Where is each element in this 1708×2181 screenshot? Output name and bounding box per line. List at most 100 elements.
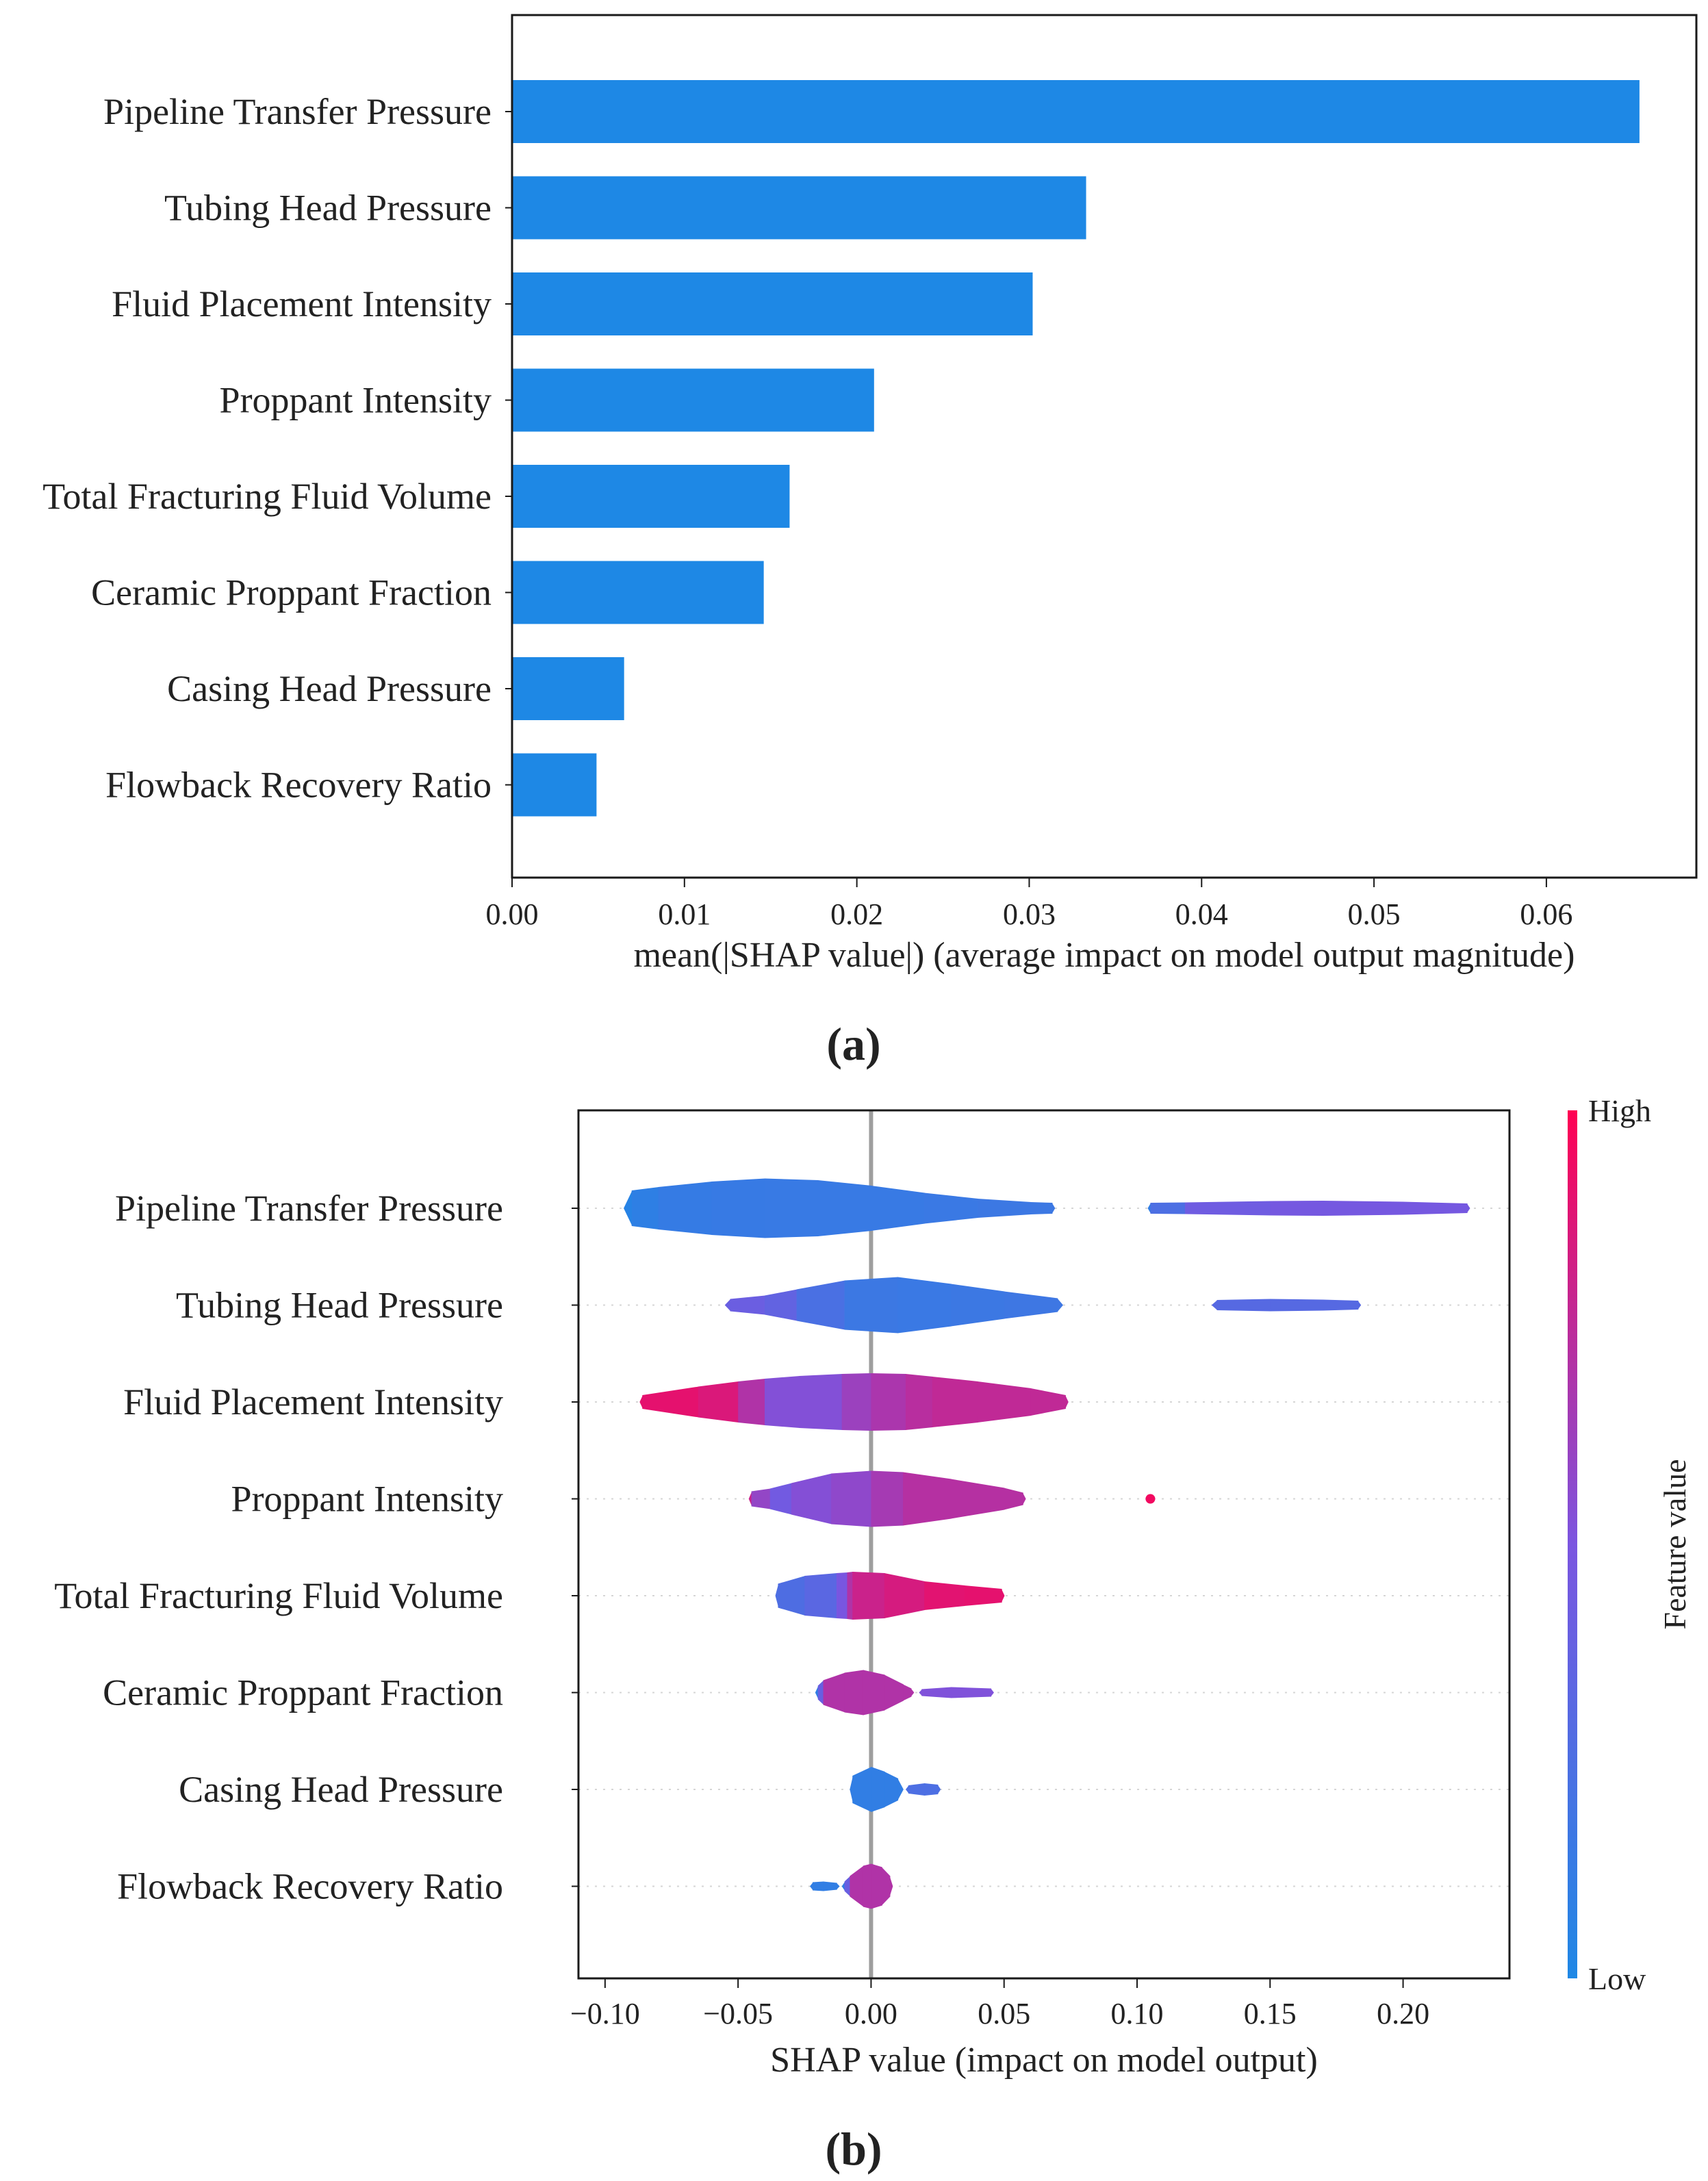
violin-segment (769, 1483, 792, 1515)
shap-point-proppant-intensity (1145, 1494, 1156, 1504)
panel-label-a: (a) (826, 1018, 880, 1070)
y-tick-label-proppant-intensity: Proppant Intensity (231, 1479, 503, 1520)
violin-segment (924, 1581, 965, 1610)
violin-total-fracturing-fluid-volume (775, 1572, 1005, 1620)
y-tick-label-pipeline-transfer-pressure: Pipeline Transfer Pressure (115, 1188, 503, 1229)
violin-segment (871, 1470, 904, 1527)
y-tick-label-flowback-recovery-ratio: Flowback Recovery Ratio (117, 1866, 503, 1907)
violin-segment (951, 1284, 1005, 1327)
violin-segment (924, 1783, 939, 1796)
violin-segment (817, 1680, 824, 1705)
violin-segment (1150, 1202, 1186, 1214)
violin-segment (903, 1684, 912, 1701)
x-tick-label: 0.00 (845, 1997, 897, 2030)
bar-fluid-placement-intensity (512, 272, 1033, 335)
violin-segment (863, 1670, 885, 1716)
violin-segment (921, 1687, 952, 1698)
y-tick-label-flowback-recovery-ratio: Flowback Recovery Ratio (105, 765, 492, 806)
violin-segment (1323, 1201, 1404, 1216)
bar-ceramic-proppant-fraction (512, 561, 764, 624)
violin-segment (1184, 1201, 1271, 1216)
violin-segment (823, 1672, 845, 1713)
y-tick-label-proppant-intensity: Proppant Intensity (220, 380, 492, 421)
violin-segment (1001, 1589, 1005, 1603)
x-tick-label: 0.05 (1348, 897, 1401, 931)
y-tick-label-fluid-placement-intensity: Fluid Placement Intensity (123, 1381, 503, 1423)
colorbar-low-label: Low (1588, 1961, 1646, 1996)
violin-segment (937, 1785, 941, 1794)
bar-chart-x-axis-label: mean(|SHAP value|) (average impact on mo… (634, 936, 1575, 975)
violin-segment (1216, 1299, 1271, 1312)
violin-segment (951, 1687, 992, 1698)
colorbar: High Low Feature value (1568, 1093, 1692, 1996)
bar-chart-panel-a: Pipeline Transfer Pressure Tubing Head Pr… (42, 14, 1698, 1070)
violin-chart-frame (577, 1109, 1511, 1980)
violin-segment (836, 1883, 840, 1890)
bar-chart-x-ticks: 0.00 0.01 0.02 0.03 0.04 0.05 0.06 (486, 878, 1572, 931)
x-tick-label: 0.00 (486, 897, 539, 931)
violin-segment (924, 1192, 978, 1224)
x-tick-label: 0.03 (1003, 897, 1056, 931)
violin-segment (1051, 1203, 1056, 1214)
violin-segment (991, 1688, 994, 1697)
panel-label-b: (b) (825, 2123, 882, 2175)
violin-tubing-head-pressure (724, 1277, 1063, 1334)
violin-segment (624, 1190, 633, 1226)
y-tick-label-ceramic-proppant-fraction: Ceramic Proppant Fraction (91, 572, 492, 613)
violin-segment (977, 1381, 1032, 1423)
violin-segment (847, 1572, 854, 1620)
y-tick-label-total-fracturing-fluid-volume: Total Fracturing Fluid Volume (54, 1575, 503, 1616)
violin-segment (1004, 1488, 1023, 1510)
violin-segment (1004, 1291, 1058, 1319)
violin-segment (884, 1674, 904, 1711)
colorbar-high-label: High (1588, 1093, 1651, 1128)
y-tick-label-tubing-head-pressure: Tubing Head Pressure (176, 1285, 503, 1326)
violin-segment (852, 1767, 872, 1812)
y-tick-label-total-fracturing-fluid-volume: Total Fracturing Fluid Volume (42, 476, 492, 517)
bar-pipeline-transfer-pressure (512, 80, 1640, 143)
violin-segment (910, 1688, 915, 1697)
violin-segment (844, 1277, 899, 1334)
violin-segment (765, 1178, 819, 1238)
y-tick-label-fluid-placement-intensity: Fluid Placement Intensity (112, 283, 492, 324)
violin-segment (765, 1289, 798, 1321)
x-tick-label: 0.06 (1520, 897, 1572, 931)
violin-chart-x-axis-label: SHAP value (impact on model output) (770, 2041, 1318, 2080)
violin-segment (1065, 1395, 1069, 1409)
bar-total-fracturing-fluid-volume (512, 465, 790, 528)
x-tick-label: 0.05 (978, 1997, 1030, 2030)
violin-segment (871, 1863, 882, 1909)
violin-segment (908, 1783, 925, 1796)
violin-segment (724, 1299, 731, 1312)
violin-chart-violins (624, 1178, 1470, 1909)
violin-segment (977, 1199, 1032, 1218)
violin-segment (881, 1867, 891, 1906)
violin-pipeline-transfer-pressure (1147, 1201, 1470, 1216)
violin-segment (1270, 1201, 1324, 1216)
violin-segment (778, 1576, 806, 1616)
y-tick-label-ceramic-proppant-fraction: Ceramic Proppant Fraction (103, 1672, 503, 1713)
violin-segment (1057, 1298, 1063, 1312)
violin-segment (658, 1182, 713, 1235)
violin-segment (852, 1572, 885, 1620)
violin-casing-head-pressure (850, 1767, 904, 1812)
x-tick-label: −0.05 (703, 1997, 773, 2030)
violin-segment (631, 1187, 659, 1229)
x-tick-label: 0.04 (1175, 897, 1228, 931)
violin-flowback-recovery-ratio (841, 1863, 893, 1909)
colorbar-title: Feature value (1657, 1459, 1692, 1629)
violin-segment (863, 1863, 872, 1909)
violin-segment (1323, 1299, 1359, 1311)
violin-segment (1466, 1203, 1470, 1213)
violin-fluid-placement-intensity (639, 1373, 1069, 1431)
x-tick-label: 0.10 (1111, 1997, 1164, 2030)
violin-segment (905, 1785, 909, 1794)
x-tick-label: 0.01 (658, 897, 711, 931)
violin-chart-points (1145, 1494, 1156, 1504)
violin-segment (711, 1178, 765, 1238)
y-tick-label-pipeline-transfer-pressure: Pipeline Transfer Pressure (103, 91, 492, 132)
x-tick-label: −0.10 (570, 1997, 640, 2030)
violin-segment (1030, 1388, 1066, 1416)
violin-segment (841, 1881, 845, 1891)
violin-segment (897, 1277, 952, 1334)
